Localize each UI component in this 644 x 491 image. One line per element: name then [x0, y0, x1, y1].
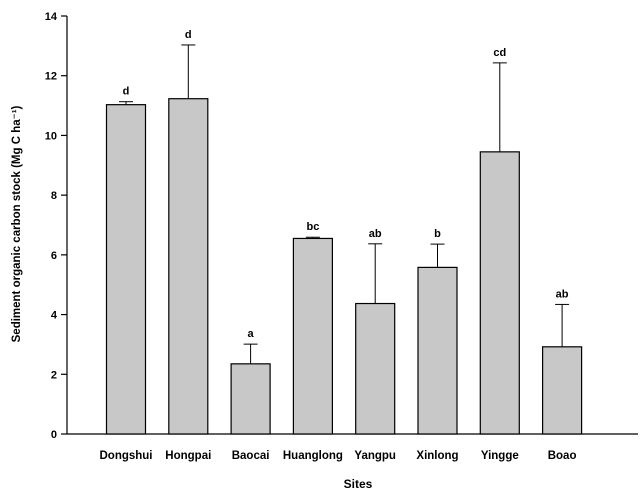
significance-label: ab: [369, 228, 382, 240]
bar: [541, 346, 583, 435]
x-tick-label: Baocai: [232, 450, 270, 462]
significance-label: bc: [306, 221, 319, 233]
y-tick-label: 6: [51, 250, 57, 262]
bar: [355, 302, 396, 435]
y-tick-label: 12: [45, 71, 57, 83]
x-tick-label: Yangpu: [354, 450, 396, 462]
y-tick-label: 4: [51, 310, 58, 322]
bar: [168, 98, 209, 435]
bar: [105, 104, 147, 435]
x-tick-label: Huanglong: [283, 450, 343, 462]
y-tick-label: 14: [45, 11, 58, 23]
y-tick-label: 0: [51, 429, 57, 441]
y-axis-label: Sediment organic carbon stock (Mg C ha⁻¹…: [11, 105, 23, 342]
bar: [479, 151, 520, 435]
x-tick-label: Xinlong: [416, 450, 458, 462]
significance-label: b: [434, 228, 441, 240]
significance-label: d: [123, 86, 130, 98]
x-tick-label: Hongpai: [165, 450, 211, 462]
x-tick-label: Dongshui: [99, 450, 152, 462]
significance-label: ab: [556, 288, 569, 300]
x-tick-label: Boao: [548, 450, 577, 462]
y-tick-label: 10: [45, 130, 57, 142]
significance-label: a: [248, 328, 255, 340]
y-tick-label: 2: [51, 369, 57, 381]
bar: [230, 363, 271, 435]
x-axis-label: Sites: [344, 477, 373, 491]
significance-label: d: [185, 29, 192, 41]
x-tick-label: Yingge: [481, 450, 519, 462]
significance-label: cd: [493, 47, 506, 59]
bar: [417, 266, 458, 435]
bar: [292, 237, 333, 435]
plot-area: 0 2 4 6 8 10 12 14 d Dongshui d Hongpai a Baocai bc Hua…: [45, 11, 638, 462]
y-tick-label: 8: [51, 190, 57, 202]
